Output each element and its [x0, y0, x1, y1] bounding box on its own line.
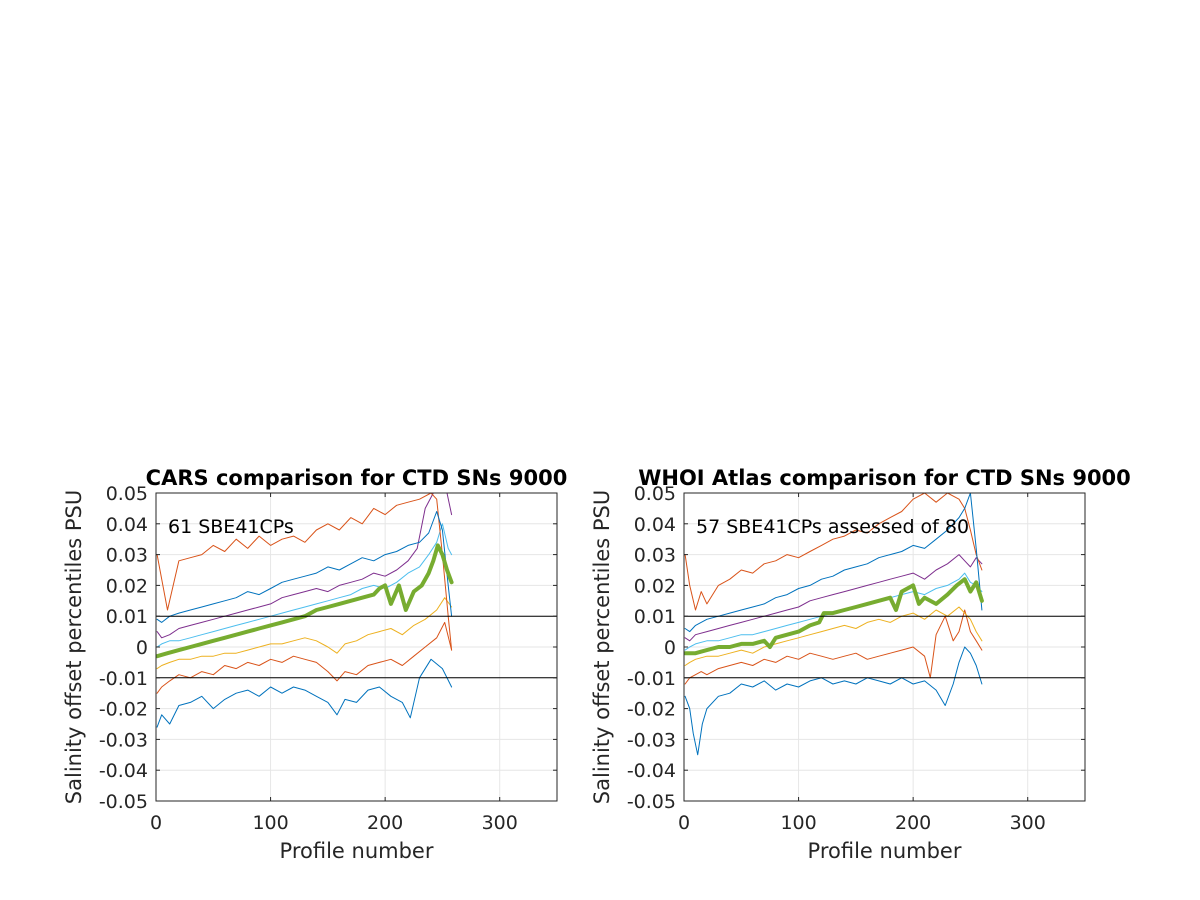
chart-title: WHOI Atlas comparison for CTD SNs 9000 [638, 466, 1131, 490]
x-tick-label: 0 [678, 812, 690, 834]
series-line-7 [684, 577, 984, 656]
y-tick-label: 0.05 [106, 483, 148, 505]
series-line-6 [156, 511, 453, 623]
y-tick-label: 0.04 [634, 514, 676, 536]
annotation-text: 61 SBE41CPs [168, 516, 294, 538]
y-tick-label: 0.01 [106, 606, 148, 628]
y-axis-label: Salinity offset percentiles PSU [62, 490, 86, 804]
series-line-3 [684, 554, 983, 642]
cars-comparison-panel: 0 100 200 300 -0.05 -0.04 -0.03 -0.02 -0.01 0 0.01… [62, 466, 567, 863]
y-tick-label: -0.02 [99, 699, 148, 721]
series-line-2 [684, 606, 983, 666]
series-group [684, 493, 984, 756]
y-tick-label: 0.02 [634, 575, 676, 597]
y-axis-label: Salinity offset percentiles PSU [590, 490, 614, 804]
series-line-2 [156, 597, 453, 670]
y-tick-label: -0.04 [627, 760, 676, 782]
annotation-text: 57 SBE41CPs assessed of 80 [696, 516, 969, 538]
x-tick-label: 300 [482, 812, 518, 834]
y-tick-label: 0.01 [634, 606, 676, 628]
y-tick-label: 0 [136, 637, 148, 659]
series-line-1 [156, 621, 453, 694]
series-line-5 [684, 493, 983, 611]
y-tick-label: -0.04 [99, 760, 148, 782]
y-tick-label: -0.01 [99, 668, 148, 690]
y-tick-label: 0.04 [106, 514, 148, 536]
x-tick-label: 300 [1010, 812, 1046, 834]
series-line-4 [156, 523, 453, 648]
chart-title: CARS comparison for CTD SNs 9000 [146, 466, 568, 490]
series-line-7 [156, 543, 454, 659]
y-tick-label: 0.05 [634, 483, 676, 505]
y-tick-label: 0.02 [106, 575, 148, 597]
y-tick-label: -0.05 [627, 791, 676, 813]
x-axis-label: Profile number [280, 839, 434, 863]
series-line-6 [684, 493, 983, 633]
series-line-0 [156, 658, 453, 728]
series-line-5 [156, 493, 453, 651]
x-tick-label: 200 [895, 812, 931, 834]
y-tick-label: -0.03 [627, 729, 676, 751]
y-tick-label: 0.03 [634, 545, 676, 567]
x-tick-label: 100 [780, 812, 816, 834]
series-line-1 [684, 609, 983, 685]
series-line-0 [684, 646, 983, 756]
series-line-3 [156, 493, 453, 639]
y-tick-label: -0.03 [99, 729, 148, 751]
x-tick-label: 200 [367, 812, 403, 834]
series-group [156, 493, 454, 728]
x-tick-label: 100 [252, 812, 288, 834]
x-tick-label: 0 [150, 812, 162, 834]
y-tick-label: 0 [664, 637, 676, 659]
y-tick-label: 0.03 [106, 545, 148, 567]
y-tick-label: -0.01 [627, 668, 676, 690]
whoi-atlas-comparison-panel: 0 100 200 300 -0.05 -0.04 -0.03 -0.02 -0.01 0 0.01… [590, 466, 1131, 863]
y-tick-label: -0.05 [99, 791, 148, 813]
x-axis-label: Profile number [808, 839, 962, 863]
y-tick-label: -0.02 [627, 699, 676, 721]
